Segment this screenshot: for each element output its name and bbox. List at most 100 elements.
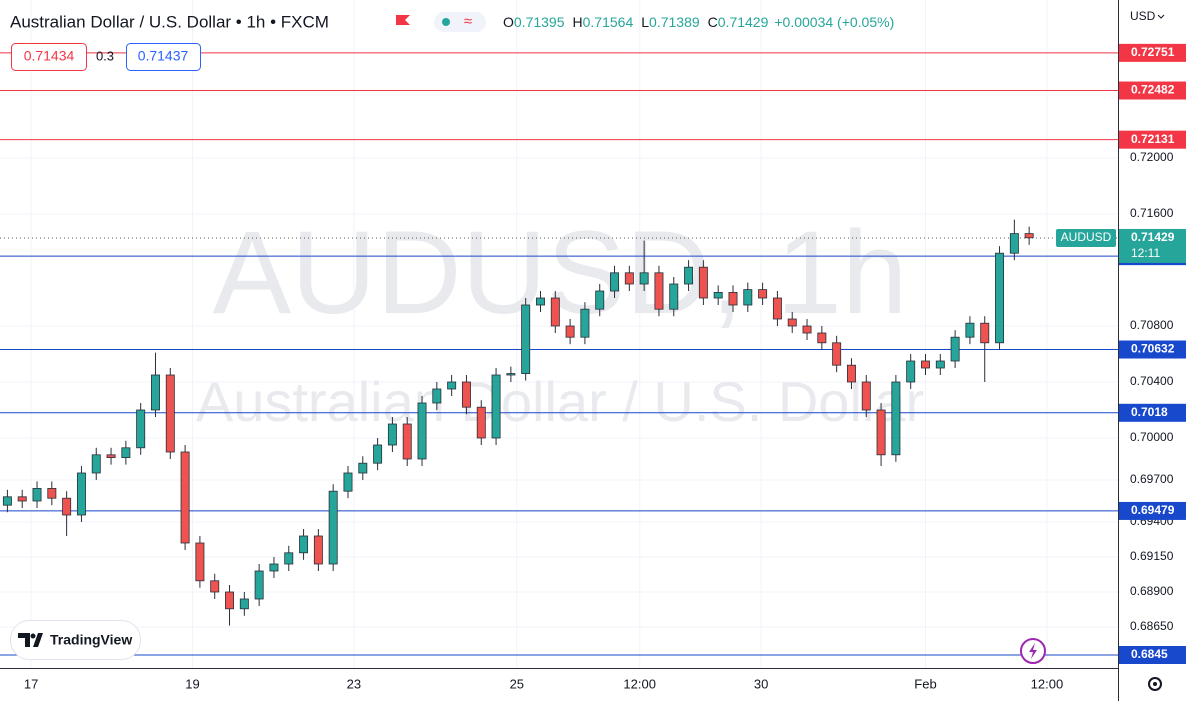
candle-body	[743, 289, 753, 306]
candle-body	[417, 402, 427, 460]
candle-body	[402, 423, 412, 460]
y-tick-label: 0.70400	[1130, 374, 1174, 388]
x-tick-label: 17	[24, 676, 38, 691]
bid[interactable]: 0.71434	[24, 48, 75, 64]
last-price-label: 0.71429	[1131, 230, 1175, 244]
ohlc-label: O	[503, 14, 514, 30]
candle-body	[906, 360, 916, 383]
level-label: 0.6845	[1131, 647, 1168, 661]
candle-body	[284, 552, 294, 565]
ohlc-label: L	[641, 14, 649, 30]
status-pill[interactable]	[434, 12, 486, 32]
header: Australian Dollar / U.S. Dollar • 1h • F…	[10, 12, 894, 71]
candle-body	[62, 497, 72, 516]
ohlc-value: 0.71395	[514, 14, 565, 30]
level-label: 0.7018	[1131, 405, 1168, 419]
candle-body	[654, 272, 664, 310]
candle-body	[817, 332, 827, 344]
symbol-title: Australian Dollar / U.S. Dollar • 1h • F…	[10, 12, 329, 31]
candle-body	[313, 535, 323, 565]
buy-box[interactable]	[126, 43, 201, 71]
y-tick-label: 0.71600	[1130, 206, 1174, 220]
candle-body	[772, 297, 782, 320]
watermark-name: Australian Dollar / U.S. Dollar	[196, 370, 924, 433]
candle-body	[935, 360, 945, 369]
candle-body	[698, 266, 708, 299]
currency-caret	[1157, 14, 1165, 19]
candle-body	[165, 374, 175, 453]
candle-body	[610, 272, 620, 292]
candle-body	[802, 325, 812, 334]
sell-box[interactable]	[11, 43, 87, 71]
watermark: AUDUSD, 1h Australian Dollar / U.S. Doll…	[196, 207, 924, 433]
candle-body	[343, 472, 353, 492]
y-tick-label: 0.72000	[1130, 150, 1174, 164]
candle-body	[195, 542, 205, 582]
level-label: 0.72751	[1131, 45, 1175, 59]
candles	[2, 219, 1034, 626]
status-dot	[442, 18, 450, 26]
y-tick-label: 0.69700	[1130, 472, 1174, 486]
candle-body	[921, 360, 930, 369]
candle-body	[151, 374, 160, 411]
level-label: 0.69479	[1131, 503, 1175, 517]
countdown: 12:11	[1131, 246, 1160, 260]
candle-body	[861, 381, 871, 411]
candle-body	[210, 580, 220, 593]
level-label-box	[1119, 501, 1186, 520]
y-tick-label: 0.68650	[1130, 619, 1174, 633]
candle-body	[536, 297, 545, 306]
candle-body	[846, 364, 856, 383]
x-tick-label: 12:00	[1031, 676, 1064, 691]
candle-body	[358, 462, 368, 474]
candle-body	[669, 283, 679, 310]
candle-body	[491, 374, 501, 439]
candle-body	[328, 490, 338, 565]
ohlc: O0.71395 H0.71564 L0.71389 C0.71429 +0.00034…	[503, 14, 894, 30]
flag-icon[interactable]	[396, 15, 410, 25]
currency[interactable]: USD	[1130, 9, 1156, 23]
candle-body	[684, 266, 694, 285]
candle-body	[728, 291, 738, 306]
ohlc-value: 0.71564	[583, 14, 634, 30]
candle-body	[639, 272, 649, 285]
candle-body	[225, 591, 234, 610]
candle-body	[787, 318, 797, 327]
ohlc-label: H	[573, 14, 583, 30]
candle-body	[447, 381, 457, 390]
candle-body	[76, 472, 86, 516]
ask[interactable]: 0.71437	[138, 48, 189, 64]
level-label: 0.70632	[1131, 342, 1175, 356]
logo-text: TradingView	[50, 632, 132, 648]
candle-body	[254, 570, 264, 600]
level-label: 0.72131	[1131, 132, 1175, 146]
level-label-box	[1119, 81, 1186, 100]
settings-icon[interactable]	[1148, 677, 1162, 691]
candle-body	[299, 535, 309, 554]
candle-body	[239, 598, 249, 610]
ohlc-value: 0.71389	[649, 14, 700, 30]
candle-body	[47, 487, 57, 499]
candle-body	[950, 336, 960, 362]
candle-body	[891, 381, 901, 456]
y-tick-label: 0.68900	[1130, 584, 1174, 598]
ohlc-value: 0.71429	[718, 14, 769, 30]
candle-body	[373, 444, 383, 464]
axes: 0.72000 0.71600 0.70800 0.70400 0.70000 0.697…	[24, 43, 1186, 691]
level-label-box	[1119, 403, 1186, 422]
ohlc-change: +0.00034 (+0.05%)	[774, 14, 894, 30]
candle-body	[180, 451, 190, 544]
candle-body	[106, 454, 116, 458]
candle-body	[121, 447, 131, 458]
level-label-box	[1119, 645, 1186, 664]
candle-body	[965, 322, 975, 338]
level-label-box	[1119, 43, 1186, 62]
lightning-icon[interactable]	[1020, 638, 1046, 664]
logo[interactable]: TradingView	[10, 620, 141, 660]
candle-body	[2, 496, 12, 506]
symbol-label: AUDUSD	[1061, 230, 1112, 244]
symbol-label-box	[1056, 228, 1116, 247]
